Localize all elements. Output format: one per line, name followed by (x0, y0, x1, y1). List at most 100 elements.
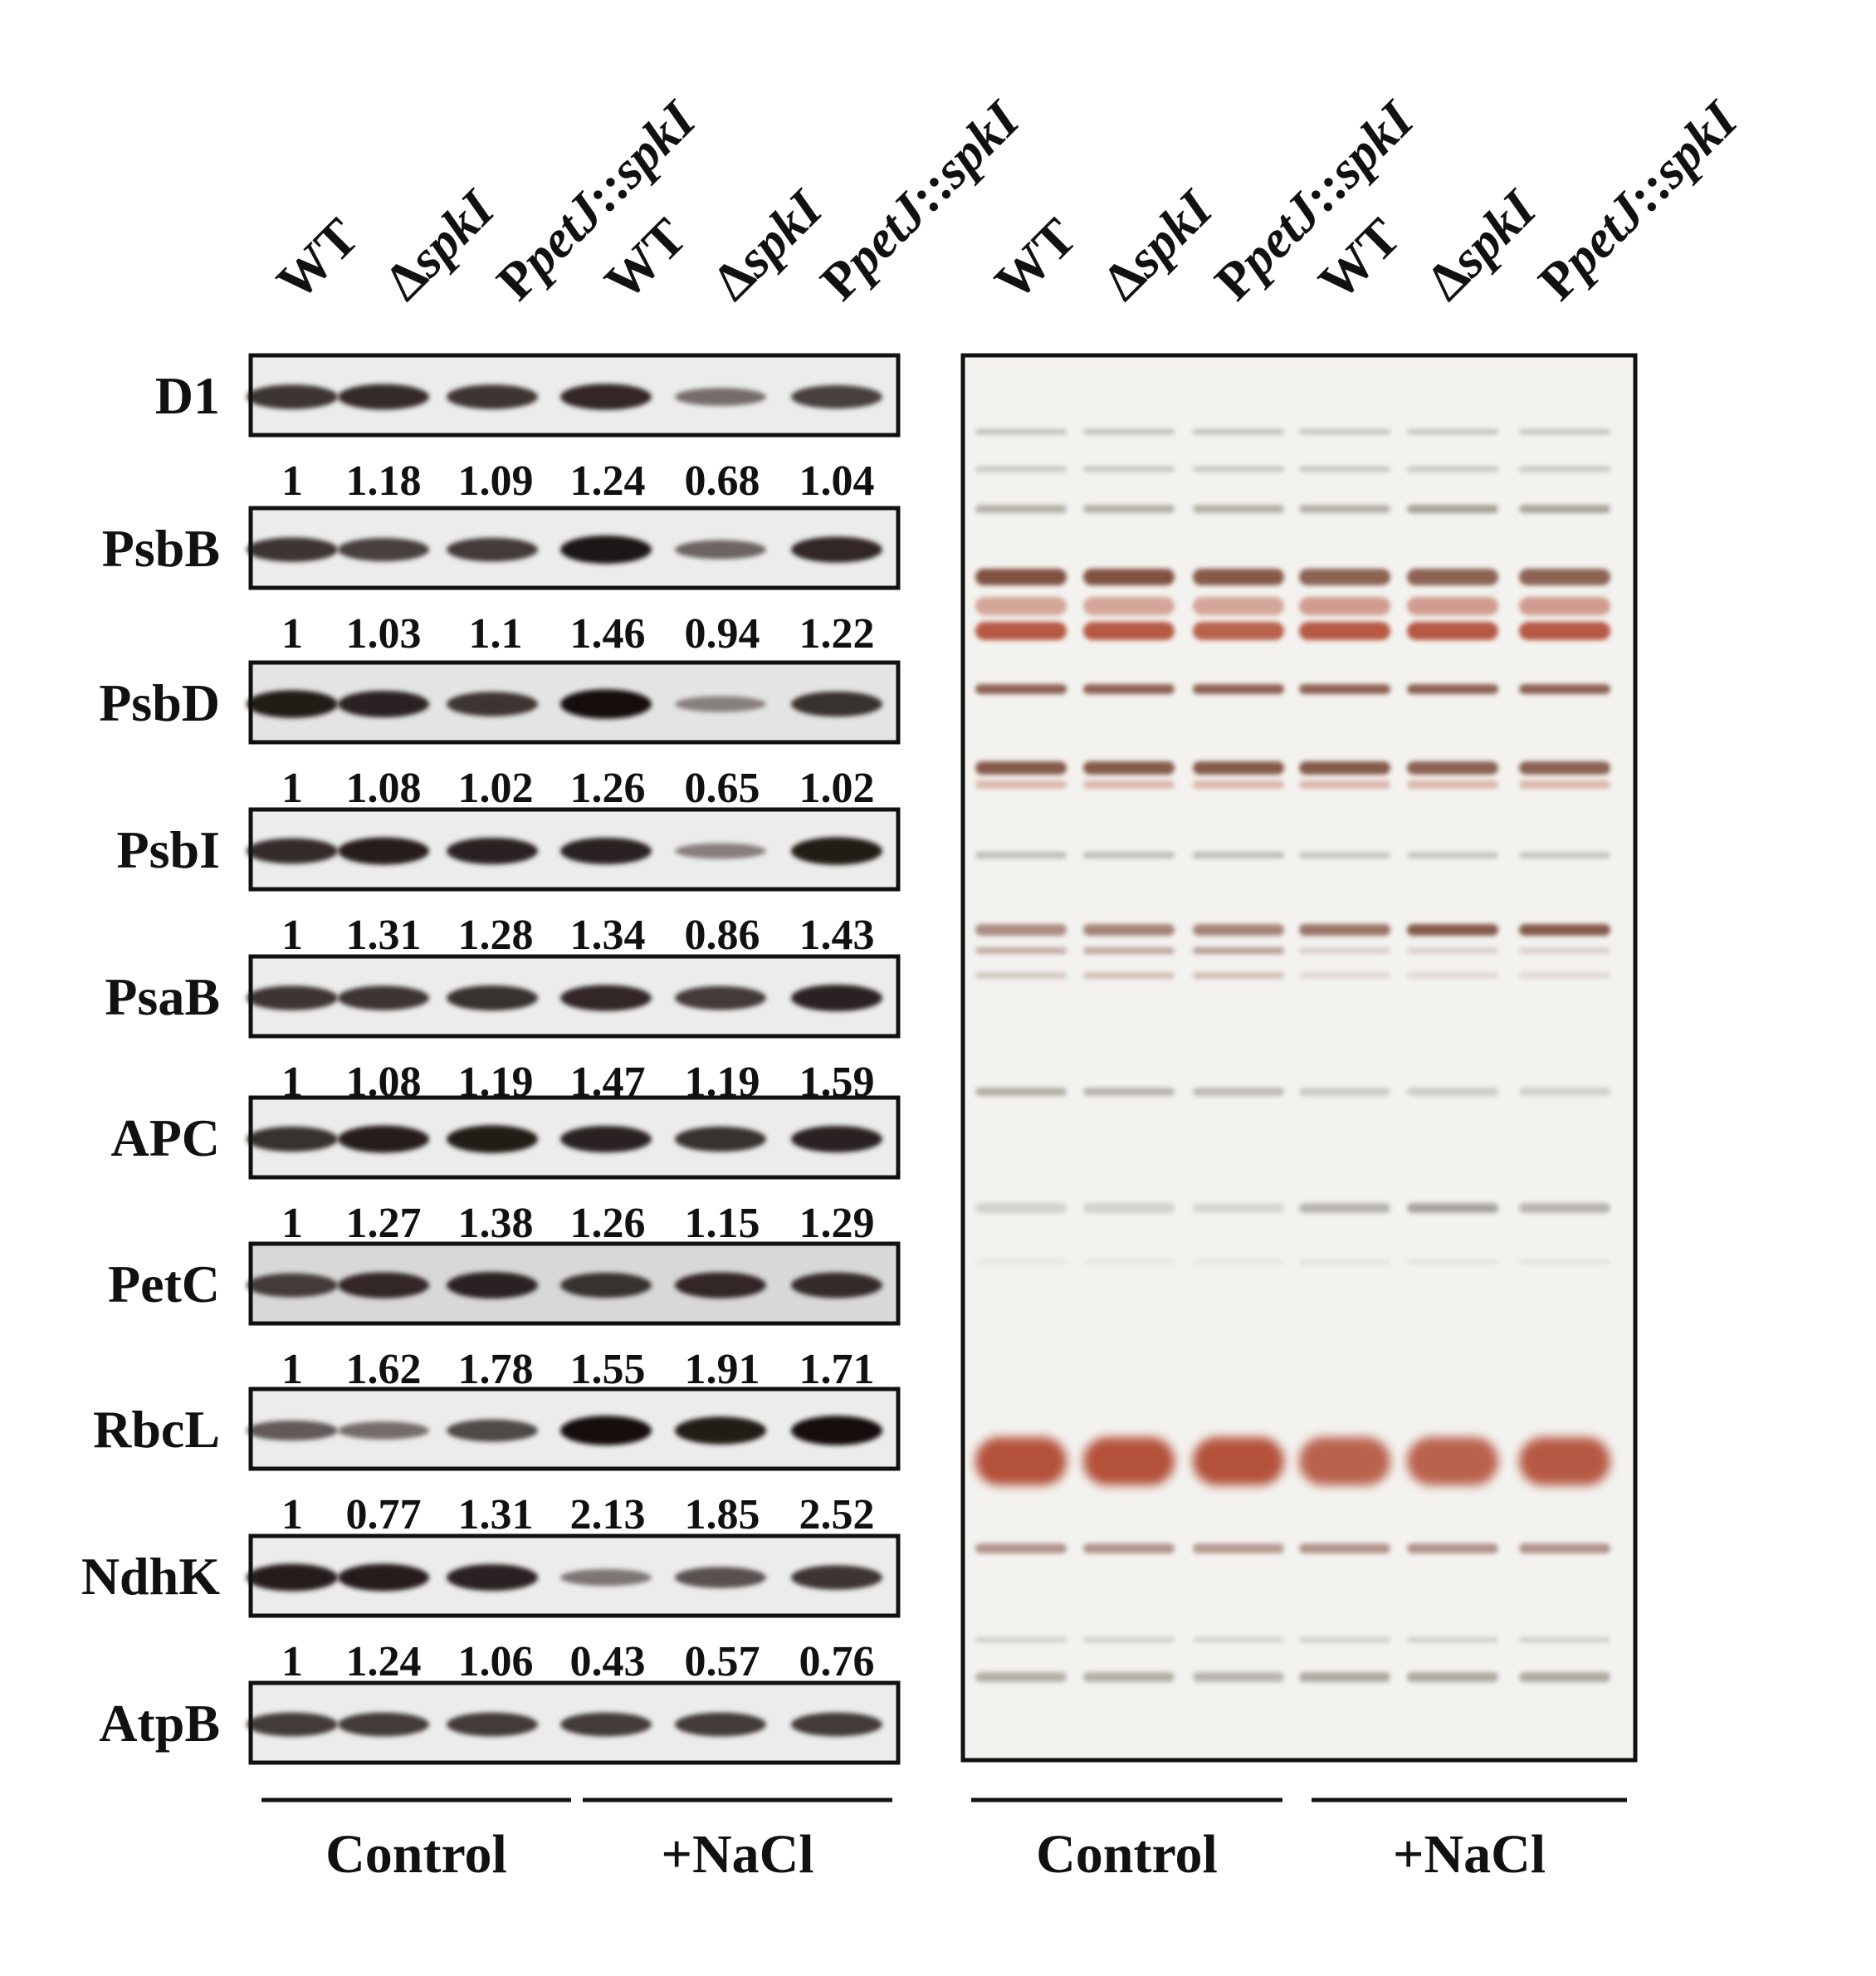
blot-band (247, 1126, 338, 1152)
western-blot-panel: D1 1 1.18 1.09 1.24 0.68 1.04 PsbB 1 1.03 1.1 1.46 0… (81, 353, 901, 1765)
protein-label: APC (110, 1108, 220, 1167)
blot-row-psbi: PsbI 1 1.31 1.28 1.34 0.86 1.43 (117, 807, 901, 959)
quant-value: 1.03 (346, 610, 422, 658)
gel-band (1299, 761, 1390, 775)
gel-band (1407, 761, 1498, 775)
gel-band (1299, 467, 1390, 472)
blot-band (247, 1273, 338, 1298)
gel-band (1193, 780, 1284, 789)
gel-band (1083, 429, 1175, 434)
blot-frame (248, 1095, 901, 1180)
gel-band (1407, 1637, 1498, 1642)
quant-value: 1.31 (458, 1491, 534, 1538)
gel-band (1299, 1203, 1390, 1213)
blot-band (560, 384, 652, 410)
gel-band (975, 1259, 1067, 1264)
gel-band (1299, 1437, 1390, 1485)
gel-band (1299, 684, 1390, 694)
gel-band (1519, 1203, 1610, 1213)
gel-band (1519, 429, 1610, 434)
gel-band (1407, 852, 1498, 858)
gel-band (1519, 622, 1610, 640)
gel-band (975, 505, 1067, 513)
protein-label: PetC (108, 1255, 220, 1313)
blot-band (247, 690, 338, 718)
blot-frame (248, 807, 901, 892)
quant-value: 1.26 (570, 765, 646, 812)
gel-band (975, 852, 1067, 858)
gel-band (1083, 761, 1175, 775)
blot-band (560, 689, 652, 719)
quant-value: 1.04 (799, 457, 875, 505)
gel-band (1519, 780, 1610, 789)
gel-band (1083, 569, 1175, 585)
gel-band (1519, 684, 1610, 694)
blot-band (791, 1565, 882, 1590)
gel-band (975, 1543, 1067, 1553)
blot-row-atpb: AtpB (99, 1680, 901, 1765)
gel-band (1193, 1203, 1284, 1213)
quant-value: 1.78 (458, 1346, 534, 1393)
gel-band (1299, 780, 1390, 789)
quant-value: 1.24 (346, 1638, 422, 1685)
group-label: +NaCl (661, 1824, 813, 1885)
gel-band (1083, 1203, 1175, 1213)
blot-row-rbcl: RbcL 1 0.77 1.31 2.13 1.85 2.52 (93, 1387, 901, 1538)
quant-value: 1.31 (346, 912, 422, 959)
blot-band (791, 837, 882, 865)
gel-band (1083, 972, 1175, 979)
gel-band (1083, 1259, 1175, 1264)
blot-band (338, 1712, 429, 1737)
lane-label: ΔspkI (374, 178, 507, 311)
blot-band (447, 837, 538, 865)
gel-band (1083, 1672, 1175, 1682)
group-label: Control (1036, 1824, 1218, 1885)
gel-band (1083, 467, 1175, 472)
gel-band (1083, 597, 1175, 615)
gel-band (1193, 597, 1284, 615)
blot-band (247, 1420, 338, 1441)
blot-band (791, 536, 882, 563)
blot-band (675, 1712, 766, 1737)
quant-value: 1.22 (799, 610, 875, 658)
quant-value: 1 (281, 1346, 303, 1393)
gel-band (1193, 947, 1284, 954)
quant-value: 1 (281, 765, 303, 812)
group-label: +NaCl (1393, 1824, 1546, 1885)
blot-band (675, 1272, 766, 1299)
gel-band (1299, 1259, 1390, 1264)
quant-value: 1 (281, 1200, 303, 1247)
blot-band (338, 384, 429, 410)
gel-band (1407, 780, 1498, 789)
quant-value: 0.68 (685, 457, 760, 505)
quant-value: 2.52 (799, 1491, 875, 1538)
quant-value: 1.28 (458, 912, 534, 959)
blot-band (338, 1272, 429, 1299)
gel-band (975, 947, 1067, 954)
blot-band (791, 1416, 882, 1445)
blot-band (560, 1416, 652, 1445)
blot-band (560, 1272, 652, 1299)
blot-row-psbb: PsbB 1 1.03 1.1 1.46 0.94 1.22 (102, 506, 901, 658)
group-label: Control (325, 1824, 507, 1885)
gel-band (975, 1637, 1067, 1642)
gel-band (1193, 505, 1284, 513)
quant-value: 0.43 (570, 1638, 646, 1685)
blot-band (675, 1567, 766, 1588)
blot-band (447, 692, 538, 717)
quant-value: 1.38 (458, 1200, 534, 1247)
protein-label: D1 (155, 366, 220, 425)
quant-value: 1.62 (346, 1346, 422, 1393)
blot-frame (248, 1387, 901, 1471)
quant-value: 1.02 (458, 765, 534, 812)
gel-band (1299, 1637, 1390, 1642)
blot-row-psbd: PsbD 1 1.08 1.02 1.26 0.65 1.02 (99, 660, 901, 812)
quant-value: 1.46 (570, 610, 646, 658)
blot-band (675, 696, 766, 712)
blot-band (447, 537, 538, 562)
gel-band (1519, 569, 1610, 585)
blot-band (338, 690, 429, 718)
